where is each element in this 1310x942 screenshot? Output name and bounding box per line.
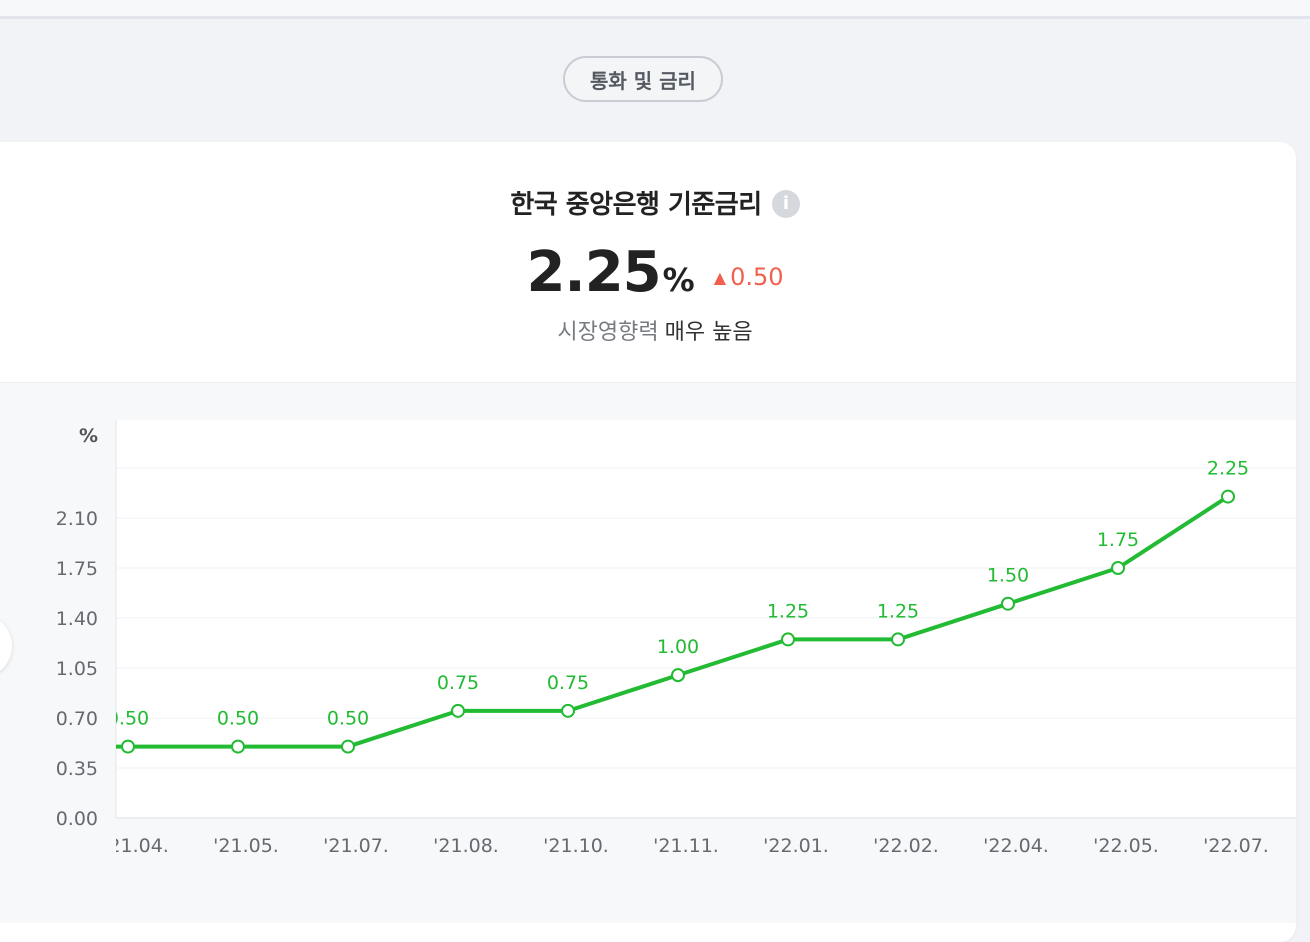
data-label: 1.00 (657, 636, 699, 658)
series-line (116, 494, 1230, 749)
indicator-unit: % (662, 261, 695, 299)
x-tick-label: '21.05. (213, 835, 279, 857)
data-label: 2.25 (1207, 458, 1249, 480)
y-tick-label: 1.75 (56, 558, 98, 580)
market-impact-value: 매우 높음 (664, 320, 753, 345)
indicator-title: 한국 중앙은행 기준금리 (510, 190, 762, 220)
data-point (451, 703, 465, 718)
x-tick-label: '21.11. (653, 835, 719, 857)
y-tick-label: 0.00 (56, 808, 98, 830)
y-tick-label: 1.05 (56, 658, 98, 680)
x-tick-label: '21.08. (433, 835, 499, 857)
up-arrow-icon: ▲ (713, 268, 727, 287)
indicator-value-row: 2.25% ▲ 0.50 (0, 240, 1310, 305)
data-label: 1.25 (877, 600, 919, 622)
data-label: 1.75 (1097, 529, 1139, 551)
y-tick-label: 2.10 (56, 508, 98, 530)
plot-background (116, 420, 1296, 818)
data-point (341, 739, 355, 754)
indicator-change: ▲ 0.50 (714, 263, 784, 291)
data-label: 1.25 (767, 600, 809, 622)
x-tick-label: '21.10. (543, 835, 609, 857)
x-tick-label: '22.01. (763, 835, 829, 857)
x-tick-label: '22.05. (1093, 835, 1159, 857)
data-point (781, 632, 795, 647)
x-tick-label: '21.07. (323, 835, 389, 857)
info-icon[interactable]: i (771, 189, 800, 218)
data-point (231, 739, 245, 754)
indicator-title-row: 한국 중앙은행 기준금리 i (0, 184, 1310, 221)
indicator-change-value: 0.50 (730, 263, 784, 291)
rate-line-chart: 0.00 0.35 0.70 1.05 1.40 1.75 2.10 % '21.04. '2… (56, 420, 1296, 857)
data-point (1001, 596, 1015, 611)
y-axis-unit-label: % (79, 425, 98, 447)
data-label: 0.50 (107, 708, 149, 730)
x-tick-label: '22.07. (1203, 835, 1269, 857)
data-point (121, 739, 135, 754)
data-label: 0.75 (437, 672, 479, 694)
market-impact: 시장영향력 매우 높음 (0, 314, 1310, 346)
x-tick-label: '21.04. (103, 835, 169, 857)
indicator-value: 2.25 (526, 240, 661, 305)
data-label: 0.50 (327, 708, 369, 730)
category-chip[interactable]: 통화 및 금리 (563, 56, 723, 102)
data-label: 0.50 (217, 708, 259, 730)
data-point (1221, 489, 1235, 504)
y-tick-label: 0.70 (56, 708, 98, 730)
x-tick-label: '22.02. (873, 835, 939, 857)
y-tick-label: 1.40 (56, 608, 98, 630)
data-point (671, 668, 685, 683)
data-point (1111, 561, 1125, 575)
x-tick-label: '22.04. (983, 835, 1049, 857)
top-bar (0, 0, 1310, 19)
data-label: 1.50 (987, 565, 1029, 587)
y-tick-label: 0.35 (56, 758, 98, 780)
market-impact-label: 시장영향력 (557, 320, 659, 345)
data-point (891, 632, 905, 647)
data-point (561, 703, 575, 718)
data-label: 0.75 (547, 672, 589, 694)
